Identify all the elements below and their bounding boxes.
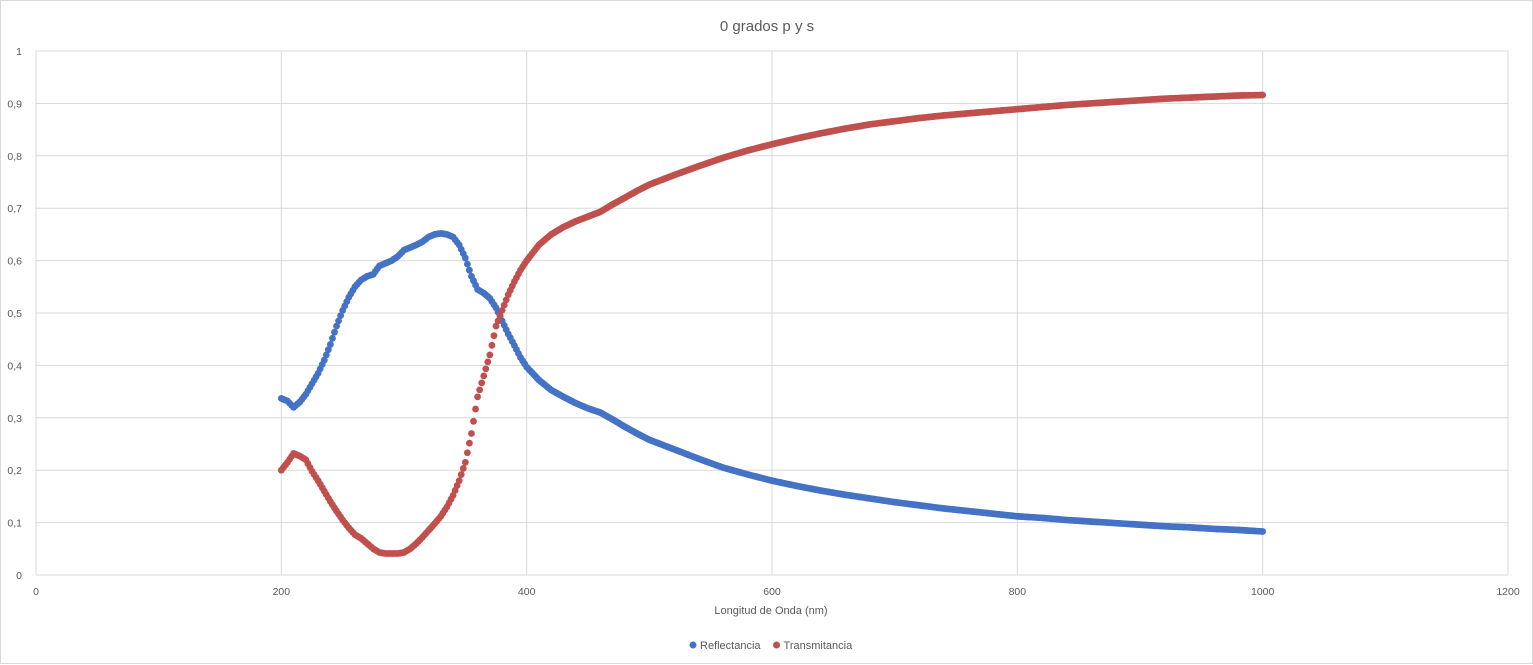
- data-point: [1259, 91, 1267, 99]
- data-point-interp: [335, 317, 342, 325]
- legend-label: Transmitancia: [784, 640, 854, 652]
- data-point: [455, 477, 463, 485]
- legend-marker: [773, 641, 781, 649]
- gridlines: [35, 50, 1509, 576]
- y-tick-label: 0,6: [7, 256, 22, 268]
- x-tick-label: 200: [273, 586, 291, 598]
- y-tick-label: 1: [16, 46, 22, 58]
- data-point: [1259, 528, 1267, 535]
- data-point-interp: [466, 266, 473, 274]
- y-tick-label: 0,2: [7, 465, 22, 477]
- data-point-interp: [470, 417, 477, 425]
- data-point: [474, 393, 481, 401]
- legend-item-reflectancia: Reflectancia: [689, 640, 761, 652]
- data-point-interp: [482, 365, 490, 373]
- legend-label: Reflectancia: [700, 640, 761, 652]
- data-point-interp: [494, 317, 502, 325]
- data-point: [327, 341, 334, 348]
- y-tick-label: 0,4: [7, 360, 22, 372]
- data-point-interp: [476, 386, 484, 394]
- x-tick-label: 400: [518, 586, 536, 598]
- data-point-interp: [472, 405, 479, 413]
- data-point-interp: [466, 439, 473, 447]
- y-tick-label: 0: [16, 570, 22, 582]
- data-point-interp: [484, 358, 492, 366]
- y-tick-label: 0,3: [7, 413, 22, 425]
- data-point: [461, 458, 469, 466]
- data-point-interp: [457, 471, 465, 478]
- data-point: [468, 430, 475, 437]
- data-point-interp: [324, 346, 332, 354]
- data-point-interp: [329, 334, 336, 342]
- data-point: [498, 306, 506, 314]
- series-reflectancia: [277, 229, 1267, 535]
- data-point-interp: [478, 379, 486, 387]
- y-tick-label: 0,5: [7, 308, 22, 320]
- chart-title: 0 grados p y s: [720, 18, 814, 35]
- x-axis-label: Longitud de Onda (nm): [714, 605, 827, 617]
- legend-item-transmitancia: Transmitancia: [773, 640, 853, 652]
- data-point-interp: [463, 260, 471, 268]
- data-point: [486, 351, 494, 359]
- y-tick-label: 0,7: [7, 203, 22, 215]
- x-tick-label: 600: [763, 586, 781, 598]
- x-tick-label: 800: [1009, 586, 1027, 598]
- data-point-interp: [502, 296, 510, 304]
- data-point-interp: [488, 341, 496, 349]
- data-point-interp: [322, 351, 330, 359]
- data-point-interp: [500, 301, 508, 309]
- data-point-interp: [337, 312, 345, 320]
- series-transmitancia: [277, 91, 1267, 557]
- y-tick-label: 0,1: [7, 518, 22, 530]
- data-point: [333, 322, 340, 330]
- legend-marker: [689, 641, 697, 649]
- data-point-interp: [463, 449, 471, 457]
- data-point-interp: [496, 312, 504, 320]
- data-point: [492, 322, 500, 330]
- legend: Reflectancia Transmitancia: [689, 640, 853, 652]
- data-point-interp: [459, 465, 467, 472]
- x-tick-label: 1200: [1496, 586, 1520, 598]
- data-point-interp: [331, 328, 338, 336]
- data-point: [320, 356, 328, 364]
- data-point: [461, 254, 469, 262]
- data-series: [277, 91, 1267, 557]
- x-tick-label: 0: [33, 586, 39, 598]
- data-point-interp: [490, 332, 498, 340]
- data-point: [480, 372, 488, 380]
- y-tick-label: 0,9: [7, 98, 22, 110]
- axes: 0 0,1 0,2 0,3 0,4 0,5 0,6 0,7 0,8 0,9 1 0 200 400 600 8…: [7, 46, 1519, 598]
- y-tick-label: 0,8: [7, 151, 22, 163]
- x-tick-label: 1000: [1251, 586, 1275, 598]
